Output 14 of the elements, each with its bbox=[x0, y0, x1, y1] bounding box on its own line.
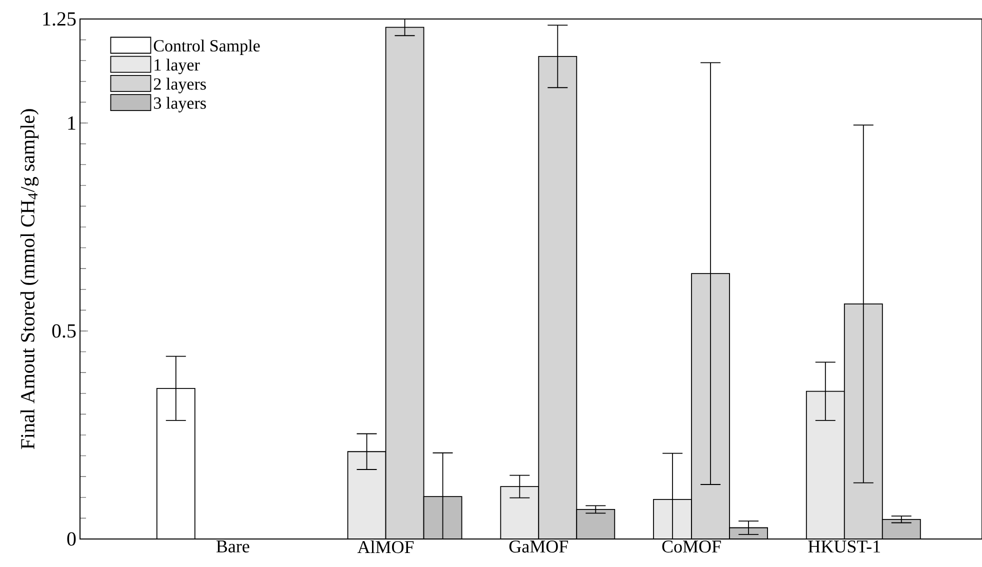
legend-label: 3 layers bbox=[154, 96, 206, 112]
y-axis-title: Final Amout Stored (mmol CH$_{4}$/g sample) bbox=[20, 109, 39, 450]
x-tick-label: Bare bbox=[216, 540, 250, 552]
x-tick-label: HKUST-1 bbox=[808, 540, 880, 553]
y-tick-label: 0.5 bbox=[52, 324, 76, 338]
legend-label: Control Sample bbox=[154, 40, 260, 56]
legend-label: 2 layers bbox=[154, 78, 206, 94]
x-tick-label: GaMOF bbox=[509, 540, 568, 553]
y-tick-label: 0 bbox=[67, 532, 76, 546]
y-tick-label: 1 bbox=[68, 116, 76, 130]
x-tick-label: CoMOF bbox=[662, 540, 721, 553]
legend-label: 1 layer bbox=[154, 58, 200, 74]
y-tick-label: 1.25 bbox=[43, 12, 76, 26]
x-tick-label: AlMOF bbox=[357, 540, 414, 554]
